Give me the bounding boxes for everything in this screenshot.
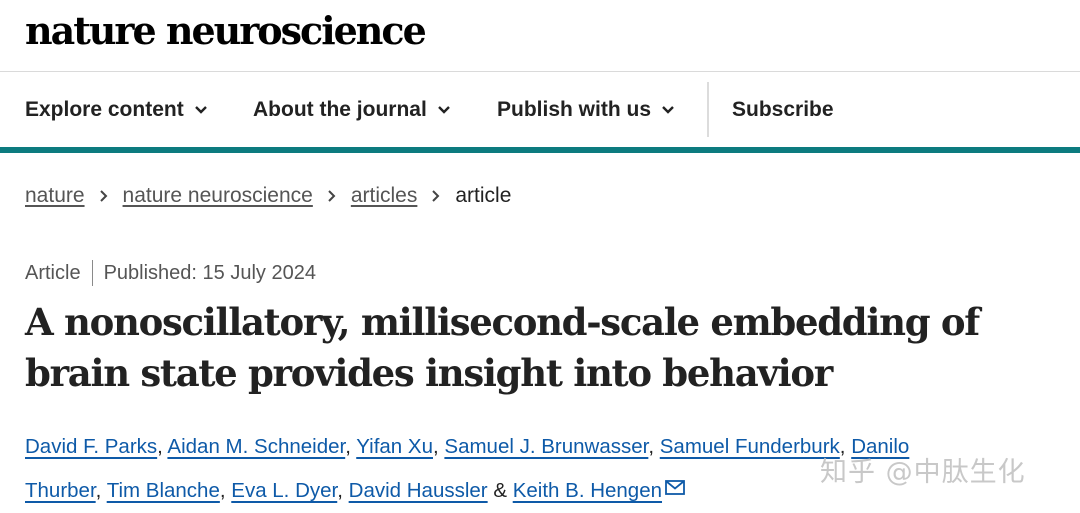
journal-logo[interactable]: nature neuroscience — [25, 8, 427, 53]
author-link[interactable]: Eva L. Dyer — [231, 479, 338, 502]
breadcrumb: nature nature neuroscience articles arti… — [25, 182, 511, 210]
chevron-right-icon — [432, 190, 440, 202]
watermark: 知乎 @中肽生化 — [820, 457, 1026, 488]
email-icon[interactable] — [665, 480, 685, 495]
breadcrumb-articles[interactable]: articles — [350, 184, 418, 207]
breadcrumb-nature[interactable]: nature — [25, 184, 85, 207]
meta-divider — [91, 260, 93, 286]
author-link[interactable]: David F. Parks — [25, 435, 158, 458]
article-meta: Article Published: 15 July 2024 — [25, 259, 316, 287]
author-link[interactable]: Keith B. Hengen — [512, 479, 663, 502]
subscribe-link[interactable]: Subscribe — [732, 98, 834, 121]
chevron-right-icon — [328, 190, 336, 202]
breadcrumb-nature-neuroscience[interactable]: nature neuroscience — [122, 184, 313, 207]
nav-publish-with-us[interactable]: Publish with us — [497, 96, 675, 124]
author-list: David F. Parks, Aidan M. Schneider, Yifa… — [25, 435, 910, 502]
author-link[interactable]: Tim Blanche — [106, 479, 220, 502]
chevron-down-icon — [194, 106, 207, 114]
nav-divider — [707, 82, 709, 137]
nav-explore-content-label: Explore content — [25, 98, 184, 121]
author-link[interactable]: Samuel J. Brunwasser — [444, 435, 649, 458]
author-link[interactable]: Yifan Xu — [356, 435, 433, 458]
article-title: A nonoscillatory, millisecond-scale embe… — [25, 300, 980, 395]
nav-publish-with-us-label: Publish with us — [497, 98, 652, 121]
nav-accent-bar — [0, 147, 1080, 153]
nav-explore-content[interactable]: Explore content — [25, 96, 208, 124]
publish-date: Published: 15 July 2024 — [103, 261, 316, 284]
chevron-down-icon — [662, 106, 674, 114]
author-link[interactable]: Danilo Thurber — [25, 435, 910, 502]
author-link[interactable]: Aidan M. Schneider — [167, 435, 346, 458]
nav-about-journal-label: About the journal — [253, 98, 427, 121]
chevron-right-icon — [99, 190, 107, 202]
main-nav: Explore content About the journal Publis… — [0, 72, 1080, 147]
breadcrumb-current: article — [455, 184, 512, 207]
author-link[interactable]: David Haussler — [348, 479, 488, 502]
site-header: nature neuroscience — [0, 0, 1080, 72]
nav-about-journal[interactable]: About the journal — [253, 96, 451, 124]
chevron-down-icon — [437, 106, 450, 114]
article-type: Article — [25, 261, 81, 284]
author-link[interactable]: Samuel Funderburk — [659, 435, 840, 458]
